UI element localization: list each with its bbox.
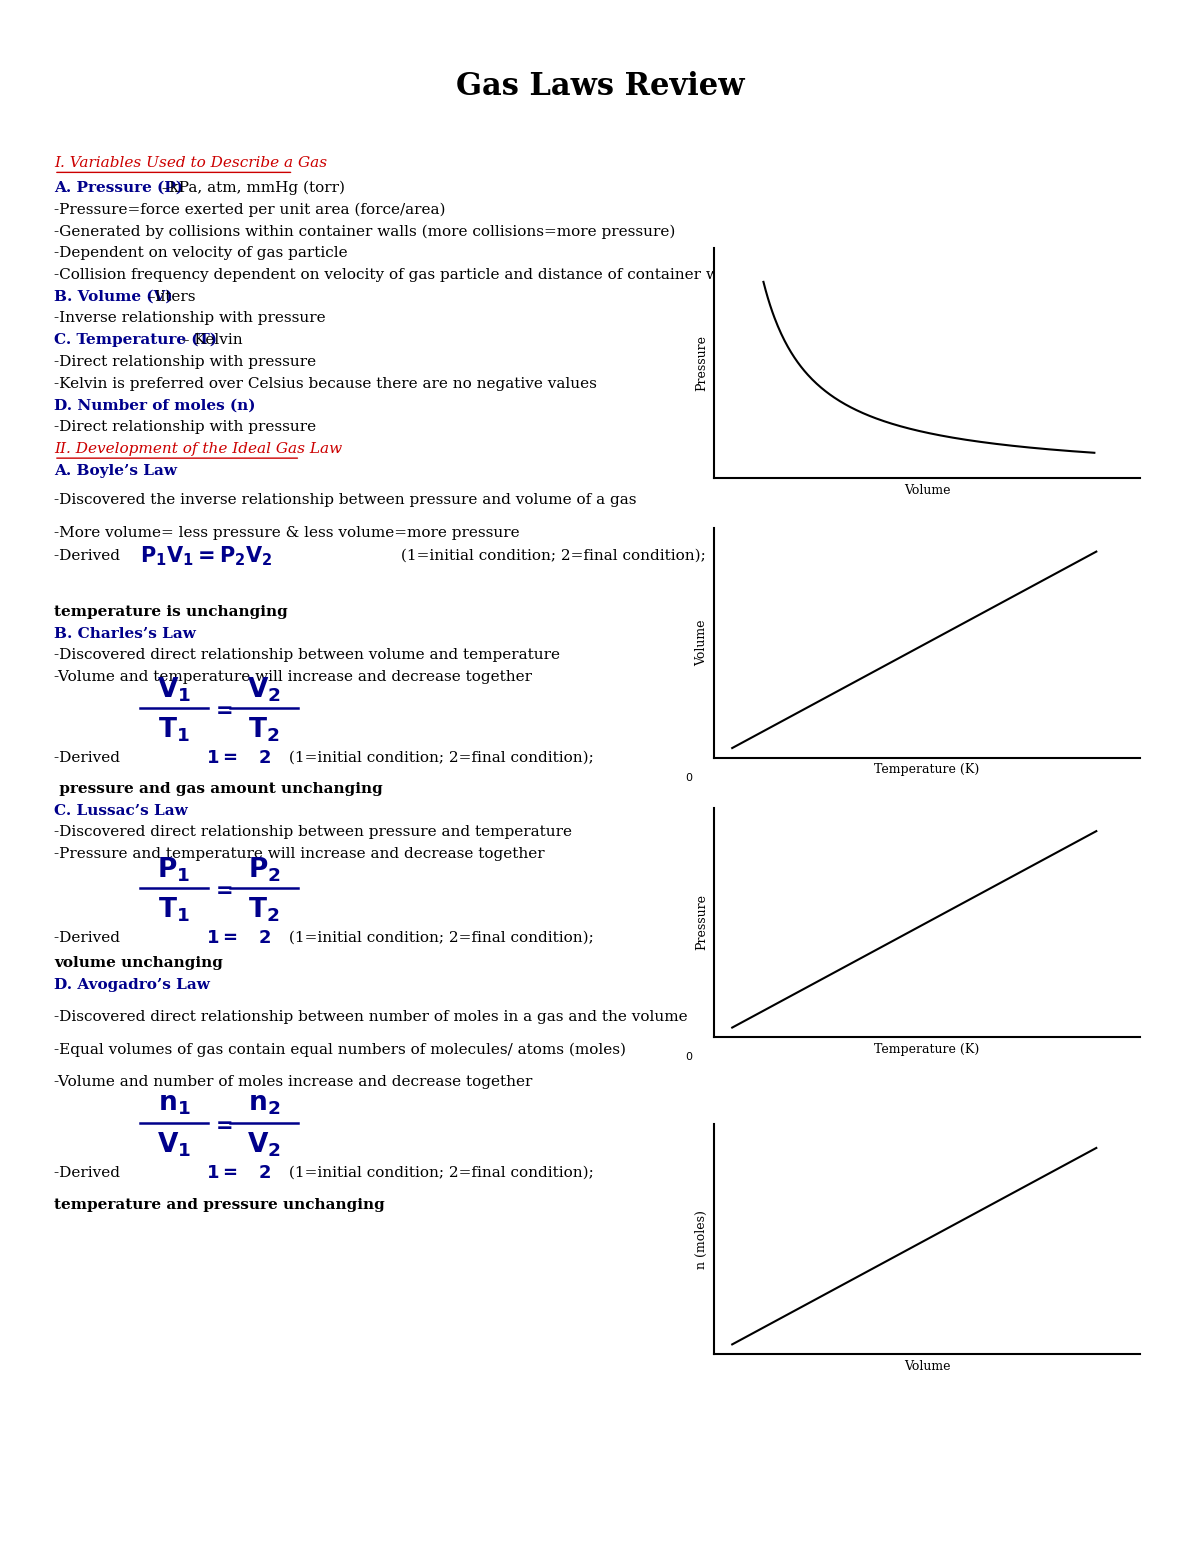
Text: -Pressure=force exerted per unit area (force/area): -Pressure=force exerted per unit area (f… xyxy=(54,202,445,217)
Text: (1=initial condition; 2=final condition);: (1=initial condition; 2=final condition)… xyxy=(284,930,594,946)
Text: $\mathbf{V_1}$: $\mathbf{V_1}$ xyxy=(157,1131,191,1159)
Y-axis label: Pressure: Pressure xyxy=(696,335,708,391)
Text: -Discovered direct relationship between pressure and temperature: -Discovered direct relationship between … xyxy=(54,825,572,840)
Text: $\mathbf{T_2}$: $\mathbf{T_2}$ xyxy=(248,716,280,744)
Text: $\mathbf{1 =}$: $\mathbf{1 =}$ xyxy=(206,929,238,947)
Text: -Discovered direct relationship between volume and temperature: -Discovered direct relationship between … xyxy=(54,648,560,663)
Text: $\mathbf{2}$: $\mathbf{2}$ xyxy=(258,929,271,947)
Text: $\mathbf{P_1}$: $\mathbf{P_1}$ xyxy=(157,856,191,884)
Text: $\mathbf{P_2}$: $\mathbf{P_2}$ xyxy=(247,856,281,884)
Y-axis label: Volume: Volume xyxy=(696,620,708,666)
Text: -Inverse relationship with pressure: -Inverse relationship with pressure xyxy=(54,311,325,326)
X-axis label: Volume: Volume xyxy=(904,485,950,497)
Text: $\mathbf{2}$: $\mathbf{2}$ xyxy=(258,749,271,767)
Text: B. Volume (V): B. Volume (V) xyxy=(54,289,173,304)
Text: D. Avogadro’s Law: D. Avogadro’s Law xyxy=(54,977,210,992)
Text: $\mathbf{n_1}$: $\mathbf{n_1}$ xyxy=(157,1092,191,1117)
Text: $\mathbf{T_1}$: $\mathbf{T_1}$ xyxy=(158,716,190,744)
Text: pressure and gas amount unchanging: pressure and gas amount unchanging xyxy=(54,781,383,797)
Text: –liters: –liters xyxy=(143,289,196,304)
Text: $\mathbf{=}$: $\mathbf{=}$ xyxy=(211,881,233,899)
Text: –kPa, atm, mmHg (torr): –kPa, atm, mmHg (torr) xyxy=(156,180,344,196)
Text: -Equal volumes of gas contain equal numbers of molecules/ atoms (moles): -Equal volumes of gas contain equal numb… xyxy=(54,1042,626,1058)
Text: temperature is unchanging: temperature is unchanging xyxy=(54,604,288,620)
Text: $\mathbf{V_2}$: $\mathbf{V_2}$ xyxy=(247,676,281,704)
Y-axis label: n (moles): n (moles) xyxy=(696,1210,708,1269)
Text: A. Boyle’s Law: A. Boyle’s Law xyxy=(54,463,178,478)
Text: $\mathbf{P_1V_1 = P_2V_2}$: $\mathbf{P_1V_1 = P_2V_2}$ xyxy=(140,544,272,568)
Text: – Kelvin: – Kelvin xyxy=(178,332,242,348)
Text: Gas Laws Review: Gas Laws Review xyxy=(456,71,744,102)
Text: -Derived: -Derived xyxy=(54,1165,125,1180)
Text: D. Number of moles (n): D. Number of moles (n) xyxy=(54,398,256,413)
Text: -Volume and temperature will increase and decrease together: -Volume and temperature will increase an… xyxy=(54,669,532,685)
X-axis label: Volume: Volume xyxy=(904,1360,950,1373)
Text: -Volume and number of moles increase and decrease together: -Volume and number of moles increase and… xyxy=(54,1075,533,1090)
Text: (1=initial condition; 2=final condition);: (1=initial condition; 2=final condition)… xyxy=(284,750,594,766)
Text: A. Pressure (P): A. Pressure (P) xyxy=(54,180,182,196)
Text: -Derived: -Derived xyxy=(54,750,125,766)
Text: -Pressure and temperature will increase and decrease together: -Pressure and temperature will increase … xyxy=(54,846,545,862)
Text: -Direct relationship with pressure: -Direct relationship with pressure xyxy=(54,419,316,435)
Text: I. Variables Used to Describe a Gas: I. Variables Used to Describe a Gas xyxy=(54,155,328,171)
Text: volume unchanging: volume unchanging xyxy=(54,955,223,971)
Text: II. Development of the Ideal Gas Law: II. Development of the Ideal Gas Law xyxy=(54,441,342,457)
Text: -Discovered the inverse relationship between pressure and volume of a gas: -Discovered the inverse relationship bet… xyxy=(54,492,636,508)
Text: -More volume= less pressure & less volume=more pressure: -More volume= less pressure & less volum… xyxy=(54,525,520,540)
Text: temperature and pressure unchanging: temperature and pressure unchanging xyxy=(54,1197,385,1213)
Text: $\mathbf{V_1}$: $\mathbf{V_1}$ xyxy=(157,676,191,704)
Text: -Collision frequency dependent on velocity of gas particle and distance of conta: -Collision frequency dependent on veloci… xyxy=(54,267,745,283)
Text: $\mathbf{1 =}$: $\mathbf{1 =}$ xyxy=(206,1163,238,1182)
Text: 0: 0 xyxy=(685,1053,692,1062)
Text: -Derived: -Derived xyxy=(54,930,125,946)
Text: $\mathbf{n_2}$: $\mathbf{n_2}$ xyxy=(248,1092,280,1117)
Text: C. Lussac’s Law: C. Lussac’s Law xyxy=(54,803,187,818)
Text: -Generated by collisions within container walls (more collisions=more pressure): -Generated by collisions within containe… xyxy=(54,224,676,239)
Text: $\mathbf{T_2}$: $\mathbf{T_2}$ xyxy=(248,896,280,924)
Text: $\mathbf{T_1}$: $\mathbf{T_1}$ xyxy=(158,896,190,924)
X-axis label: Temperature (K): Temperature (K) xyxy=(875,764,979,776)
Text: -Discovered direct relationship between number of moles in a gas and the volume: -Discovered direct relationship between … xyxy=(54,1009,688,1025)
Text: $\mathbf{=}$: $\mathbf{=}$ xyxy=(211,1115,233,1134)
Text: B. Charles’s Law: B. Charles’s Law xyxy=(54,626,196,641)
Text: $\mathbf{1 =}$: $\mathbf{1 =}$ xyxy=(206,749,238,767)
Text: -Dependent on velocity of gas particle: -Dependent on velocity of gas particle xyxy=(54,245,348,261)
Text: -Derived: -Derived xyxy=(54,548,125,564)
Text: C. Temperature (T): C. Temperature (T) xyxy=(54,332,217,348)
Y-axis label: Pressure: Pressure xyxy=(696,895,708,950)
X-axis label: Temperature (K): Temperature (K) xyxy=(875,1044,979,1056)
Text: 0: 0 xyxy=(685,773,692,783)
Text: (1=initial condition; 2=final condition);: (1=initial condition; 2=final condition)… xyxy=(396,548,706,564)
Text: -Kelvin is preferred over Celsius because there are no negative values: -Kelvin is preferred over Celsius becaus… xyxy=(54,376,596,391)
Text: (1=initial condition; 2=final condition);: (1=initial condition; 2=final condition)… xyxy=(284,1165,594,1180)
Text: $\mathbf{2}$: $\mathbf{2}$ xyxy=(258,1163,271,1182)
Text: -Direct relationship with pressure: -Direct relationship with pressure xyxy=(54,354,316,370)
Text: $\mathbf{V_2}$: $\mathbf{V_2}$ xyxy=(247,1131,281,1159)
Text: $\mathbf{=}$: $\mathbf{=}$ xyxy=(211,700,233,719)
